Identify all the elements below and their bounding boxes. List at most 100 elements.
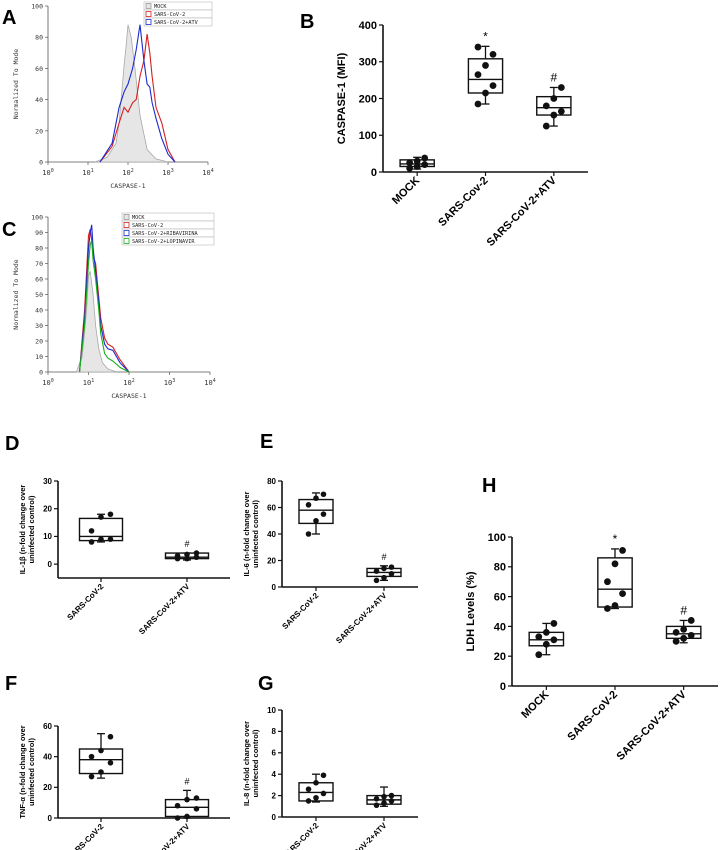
data-point <box>388 792 395 799</box>
data-point <box>413 163 421 170</box>
legend-label: MOCK <box>154 4 167 10</box>
data-point <box>542 102 550 110</box>
data-point <box>98 514 104 520</box>
y-axis-label-line-2: uninfected control) <box>251 500 260 568</box>
legend-swatch <box>123 214 130 220</box>
significance-marker: # <box>550 70 557 84</box>
histogram-C: 0 10 20 30 40 50 60 70 80 90 100 100 101 102 103 104 CAS… <box>12 212 216 400</box>
y-tick-label: 0 <box>272 813 277 822</box>
x-tick-label: MOCK <box>390 175 422 207</box>
significance-marker: * <box>483 29 488 43</box>
panel-letter-h: H <box>482 475 496 497</box>
y-tick-label: 70 <box>35 260 43 268</box>
data-point <box>557 84 565 91</box>
data-point <box>557 107 565 115</box>
panel-letter-e: E <box>260 431 273 453</box>
data-point <box>320 772 327 779</box>
y-axis-label-line-2: uninfected control) <box>27 495 36 563</box>
data-point <box>550 620 558 627</box>
data-point <box>184 555 190 562</box>
data-point <box>550 95 558 102</box>
y-tick-label: 90 <box>35 229 43 237</box>
data-point <box>174 553 181 559</box>
data-point <box>98 769 104 775</box>
data-point <box>672 628 680 636</box>
data-point <box>535 633 543 641</box>
x-axis-label: CASPASE-1 <box>111 392 146 400</box>
legend-swatch <box>145 11 152 17</box>
y-axis-label: Normalized To Mode <box>12 259 20 330</box>
y-tick-label: 80 <box>35 245 43 253</box>
y-axis-label-line-2: uninfected control) <box>27 738 36 806</box>
data-point <box>193 806 200 812</box>
x-tick-label: SARS-CoV-2+ATV <box>334 821 389 850</box>
data-point <box>320 790 327 797</box>
y-tick-label: 0 <box>39 369 43 377</box>
data-point <box>88 539 95 545</box>
legend-label: SARS-CoV-2+LOPINAVIR <box>132 239 195 245</box>
data-point <box>184 551 190 558</box>
data-point <box>381 800 387 806</box>
y-tick-label: 20 <box>267 556 276 565</box>
legend-label: SARS-CoV-2+ATV <box>154 20 198 26</box>
series-line-sars-cov-2-atv <box>99 24 176 163</box>
y-tick-label: 20 <box>43 505 52 514</box>
boxplot-B: 0 100 200 300 400 CASPASE-1 (MFI) MOCK * SARS-Co… <box>336 20 588 249</box>
data-point <box>184 796 190 803</box>
y-tick-label: 2 <box>272 791 277 800</box>
series-line-sars-cov-2-ribavirina <box>78 224 130 373</box>
significance-marker: # <box>184 776 189 786</box>
series-line-sars-cov-2 <box>99 34 176 163</box>
panel-letter-a: A <box>2 7 16 29</box>
data-point <box>381 793 387 800</box>
data-point <box>604 605 611 612</box>
significance-marker: # <box>680 603 687 617</box>
legend-swatch <box>123 222 130 228</box>
y-tick-label: 300 <box>359 57 377 69</box>
data-point <box>482 62 489 69</box>
data-point <box>373 568 380 574</box>
data-point <box>184 813 190 820</box>
y-axis-label-line-1: IL-1β (n-fold change over <box>18 485 27 575</box>
x-tick-label: 102 <box>123 378 134 387</box>
panel-letter-c: C <box>2 219 16 241</box>
x-tick-label: MOCK <box>519 689 551 721</box>
legend-swatch <box>123 238 130 244</box>
data-point <box>550 111 558 119</box>
x-tick-label: SARS-CoV-2+ATV <box>137 822 192 850</box>
x-tick-label: SARS-Cov-2 <box>436 175 490 229</box>
data-point <box>421 154 429 162</box>
data-point <box>313 495 319 502</box>
y-tick-label: 40 <box>267 530 276 539</box>
y-axis-label: LDH Levels (%) <box>465 571 477 651</box>
data-point <box>489 51 497 58</box>
x-tick-label: 100 <box>42 168 53 177</box>
y-tick-label: 200 <box>359 93 377 105</box>
y-tick-label: 50 <box>35 291 43 299</box>
y-tick-label: 0 <box>48 560 53 569</box>
data-point <box>542 122 550 130</box>
y-tick-label: 100 <box>31 3 43 11</box>
data-point <box>388 570 395 577</box>
legend-label: SARS-CoV-2 <box>132 223 163 229</box>
boxplot-G: 0 2 4 6 8 10 IL-8 (n-fold change over uninfecte… <box>242 706 418 850</box>
y-axis-label: CASPASE-1 (MFI) <box>336 52 348 144</box>
y-tick-label: 60 <box>35 276 43 284</box>
data-point <box>107 733 114 740</box>
y-tick-label: 60 <box>43 722 52 731</box>
x-tick-label: SARS-CoV-2+ATV <box>334 591 389 646</box>
data-point <box>542 640 550 648</box>
y-axis-label: Normalized To Mode <box>12 49 20 120</box>
data-point <box>193 550 200 556</box>
legend-swatch <box>145 3 152 9</box>
x-tick-label: SARS-CoV-2+ATV <box>137 582 192 637</box>
data-point <box>406 164 414 172</box>
data-point <box>413 157 421 165</box>
data-point <box>381 565 387 572</box>
data-point <box>373 577 380 584</box>
data-point <box>305 798 312 804</box>
data-point <box>489 82 497 90</box>
y-tick-label: 4 <box>272 770 277 779</box>
x-axis-label: CASPASE-1 <box>110 182 145 190</box>
